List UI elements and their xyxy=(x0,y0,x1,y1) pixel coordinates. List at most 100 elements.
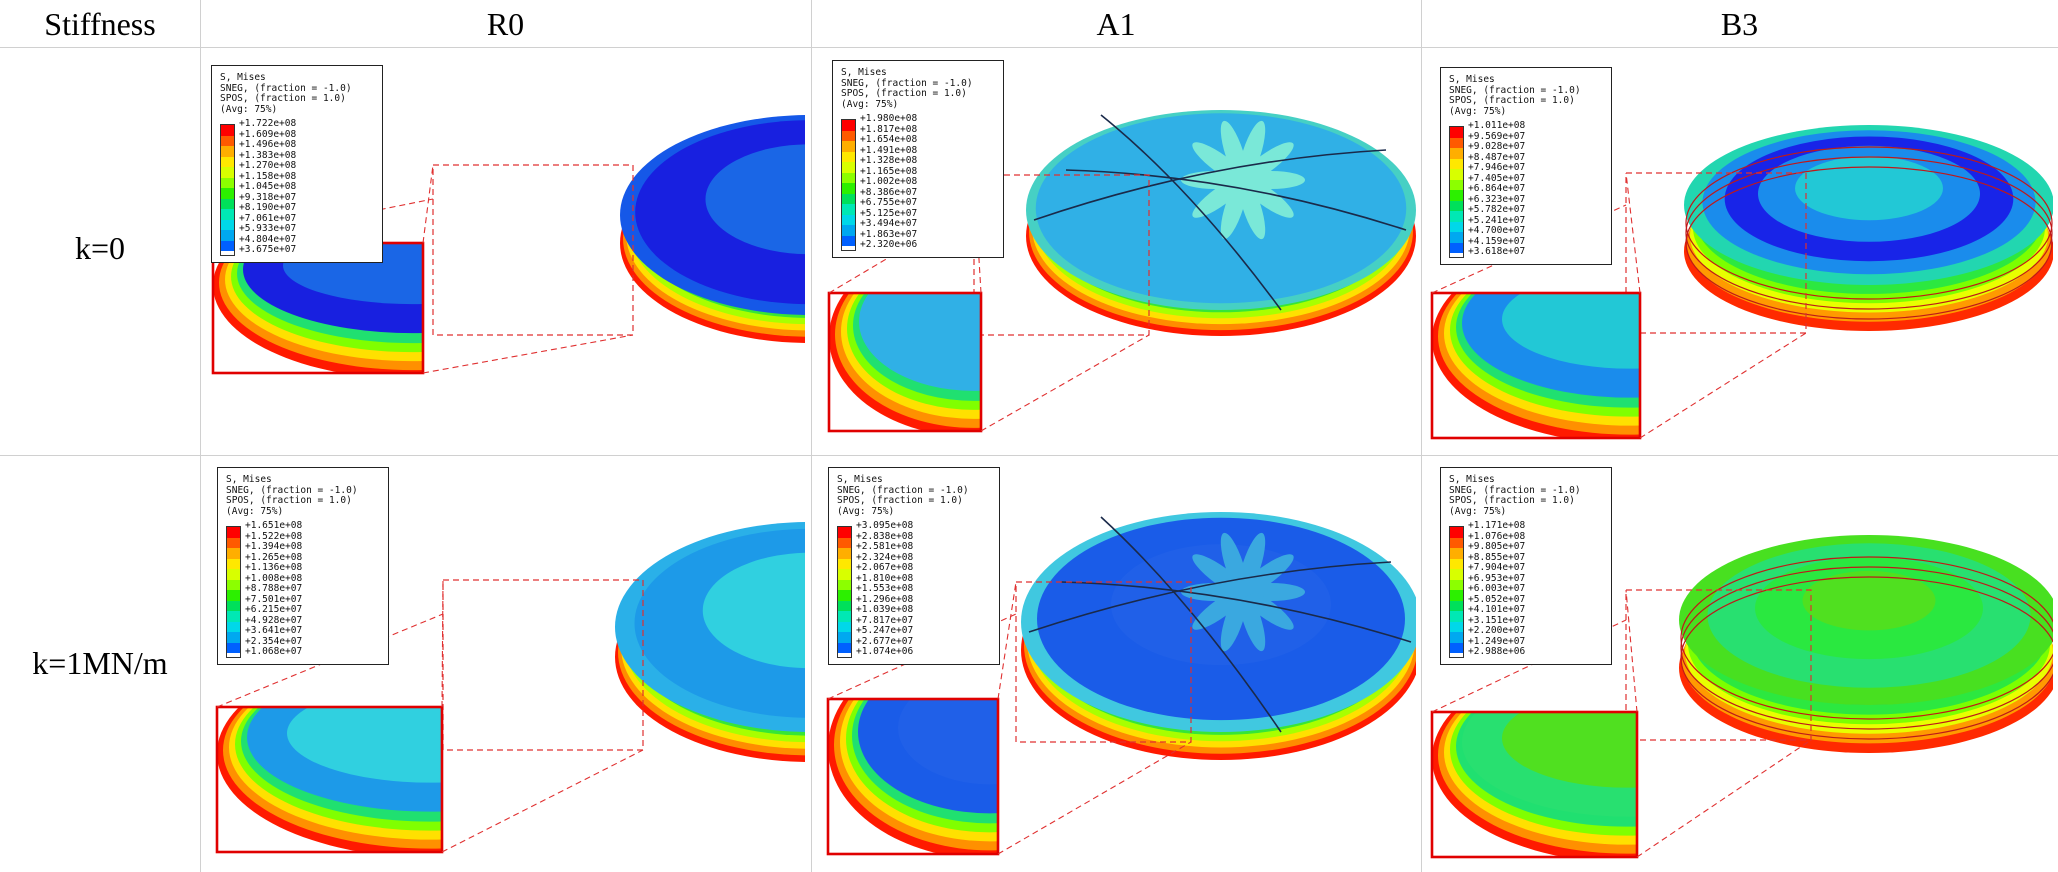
row-label-k0: k=0 xyxy=(74,230,126,266)
crease-line xyxy=(1100,114,1282,311)
legend-value: +8.487e+07 xyxy=(1468,151,1526,163)
zoom-region-box xyxy=(1625,172,1807,334)
zoom-connector-line xyxy=(980,334,1150,432)
legend-value: +2.677e+07 xyxy=(856,635,914,647)
legend-value: +6.953e+07 xyxy=(1468,572,1526,584)
inset-magnified-view xyxy=(213,243,423,373)
crease-line xyxy=(1065,169,1407,231)
legend-value: +1.270e+08 xyxy=(239,160,297,171)
legend-value: +4.700e+07 xyxy=(1468,225,1526,236)
legend-value: +4.101e+07 xyxy=(1468,604,1526,615)
legend-value: +9.028e+07 xyxy=(1468,141,1526,152)
seam-line xyxy=(1680,566,2053,730)
crease-line xyxy=(1060,581,1412,643)
inset-magnified-view xyxy=(1432,712,1637,857)
zoom-connector-line xyxy=(997,741,1192,855)
stress-legend: S, Mises SNEG, (fraction = -1.0) SPOS, (… xyxy=(1440,467,1612,665)
zoom-connector-line xyxy=(1625,589,1638,713)
legend-title: S, Mises SNEG, (fraction = -1.0) SPOS, (… xyxy=(226,474,358,517)
legend-value: +2.988e+06 xyxy=(1468,646,1526,657)
stress-legend: S, Mises SNEG, (fraction = -1.0) SPOS, (… xyxy=(828,467,1000,665)
legend-value: +9.318e+07 xyxy=(239,191,297,203)
legend-value: +1.496e+08 xyxy=(239,139,297,150)
grid-line xyxy=(1421,0,1422,872)
contour-cell-r0-k1: S, Mises SNEG, (fraction = -1.0) SPOS, (… xyxy=(205,462,805,867)
dish-plot xyxy=(211,115,805,375)
zoom-connector-line xyxy=(997,581,1017,700)
grid-line xyxy=(0,47,2058,48)
legend-value: +1.328e+08 xyxy=(860,155,918,166)
legend-value: +2.200e+07 xyxy=(1468,625,1526,636)
legend-value: +1.651e+08 xyxy=(245,520,303,531)
legend-value: +1.074e+06 xyxy=(856,646,914,657)
legend-value: +5.933e+07 xyxy=(239,223,297,234)
legend-value: +5.241e+07 xyxy=(1468,214,1526,226)
legend-value: +1.249e+07 xyxy=(1468,635,1526,647)
legend-value: +1.158e+08 xyxy=(239,170,297,182)
legend-value: +3.151e+07 xyxy=(1468,614,1526,626)
legend-value: +1.817e+08 xyxy=(860,123,918,135)
legend-value: +2.324e+08 xyxy=(856,551,914,563)
grid-line xyxy=(200,0,201,872)
legend-value: +1.553e+08 xyxy=(856,583,914,594)
inset-magnified-view xyxy=(828,699,998,854)
legend-value: +1.810e+08 xyxy=(856,572,914,584)
dish-plot xyxy=(1430,125,2053,440)
zoom-region-box xyxy=(1625,589,1812,741)
legend-value: +5.782e+07 xyxy=(1468,204,1526,215)
legend-value: +4.159e+07 xyxy=(1468,235,1526,247)
legend-value: +1.136e+08 xyxy=(245,562,303,573)
header-stiffness: Stiffness xyxy=(44,6,156,42)
legend-value: +4.928e+07 xyxy=(245,614,303,626)
seam-line xyxy=(1685,146,2053,300)
inset-magnified-view xyxy=(829,293,981,431)
dish-plot xyxy=(827,110,1416,433)
legend-value: +1.076e+08 xyxy=(1468,530,1526,542)
legend-color-bar xyxy=(1449,526,1464,658)
dish-plot xyxy=(826,512,1416,856)
zoom-connector-line xyxy=(1636,739,1812,858)
inset-frame xyxy=(826,697,1000,856)
legend-value: +7.904e+07 xyxy=(1468,562,1526,573)
inset-magnified-view xyxy=(1432,293,1640,438)
legend-value: +6.323e+07 xyxy=(1468,193,1526,205)
legend-value: +1.609e+08 xyxy=(239,128,297,140)
zoom-connector-line xyxy=(1431,204,1627,294)
legend-value: +6.215e+07 xyxy=(245,604,303,615)
petal-pattern xyxy=(1220,586,1248,652)
row-label-k1: k=1MN/m xyxy=(32,645,168,681)
legend-color-bar xyxy=(220,124,235,256)
dish-plot xyxy=(215,522,805,854)
dish-contour-ring xyxy=(1802,570,1936,631)
grid-line xyxy=(0,455,2058,456)
legend-value: +1.008e+08 xyxy=(245,572,303,584)
petal-pattern xyxy=(1238,532,1266,598)
dish-contour-ring xyxy=(705,144,805,255)
legend-value: +6.864e+07 xyxy=(1468,183,1526,194)
legend-value: +6.003e+07 xyxy=(1468,583,1526,594)
zoom-connector-line xyxy=(441,579,444,708)
stress-legend: S, Mises SNEG, (fraction = -1.0) SPOS, (… xyxy=(217,467,389,665)
legend-value: +3.675e+07 xyxy=(239,244,297,255)
legend-value: +1.394e+08 xyxy=(245,541,303,552)
crease-line xyxy=(1028,561,1392,633)
zoom-region-box xyxy=(1015,581,1192,743)
legend-title: S, Mises SNEG, (fraction = -1.0) SPOS, (… xyxy=(220,72,352,115)
legend-value: +3.494e+07 xyxy=(860,218,918,229)
legend-value: +2.838e+08 xyxy=(856,530,914,542)
legend-value: +7.405e+07 xyxy=(1468,172,1526,184)
crease-line xyxy=(1033,149,1387,221)
legend-value: +1.011e+08 xyxy=(1468,120,1526,131)
legend-value: +2.581e+08 xyxy=(856,541,914,552)
dish-plot xyxy=(1430,535,2053,859)
petal-pattern xyxy=(1238,120,1266,186)
legend-title: S, Mises SNEG, (fraction = -1.0) SPOS, (… xyxy=(1449,474,1581,517)
contour-cell-r0-k0: S, Mises SNEG, (fraction = -1.0) SPOS, (… xyxy=(205,55,805,450)
petal-pattern xyxy=(1237,142,1294,185)
legend-value: +1.296e+08 xyxy=(856,593,914,605)
legend-value: +8.190e+07 xyxy=(239,202,297,213)
legend-value: +1.863e+07 xyxy=(860,228,918,240)
dish-contour-ring xyxy=(1795,156,1943,221)
inset-magnified-view xyxy=(217,707,442,852)
header-r0: R0 xyxy=(486,6,525,42)
